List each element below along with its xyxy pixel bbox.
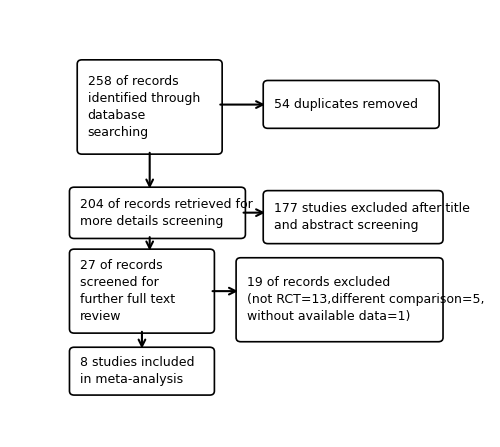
FancyBboxPatch shape: [70, 249, 214, 333]
Text: 54 duplicates removed: 54 duplicates removed: [274, 98, 418, 111]
FancyBboxPatch shape: [70, 347, 214, 395]
FancyBboxPatch shape: [77, 60, 222, 154]
Text: 19 of records excluded
(not RCT=13,different comparison=5,
without available dat: 19 of records excluded (not RCT=13,diffe…: [246, 276, 484, 323]
Text: 27 of records
screened for
further full text
review: 27 of records screened for further full …: [80, 259, 175, 323]
FancyBboxPatch shape: [70, 187, 246, 238]
FancyBboxPatch shape: [263, 80, 439, 128]
FancyBboxPatch shape: [263, 190, 443, 244]
Text: 204 of records retrieved for
more details screening: 204 of records retrieved for more detail…: [80, 198, 252, 228]
Text: 8 studies included
in meta-analysis: 8 studies included in meta-analysis: [80, 356, 194, 386]
FancyBboxPatch shape: [236, 258, 443, 342]
Text: 177 studies excluded after title
and abstract screening: 177 studies excluded after title and abs…: [274, 202, 469, 232]
Text: 258 of records
identified through
database
searching: 258 of records identified through databa…: [88, 75, 200, 139]
